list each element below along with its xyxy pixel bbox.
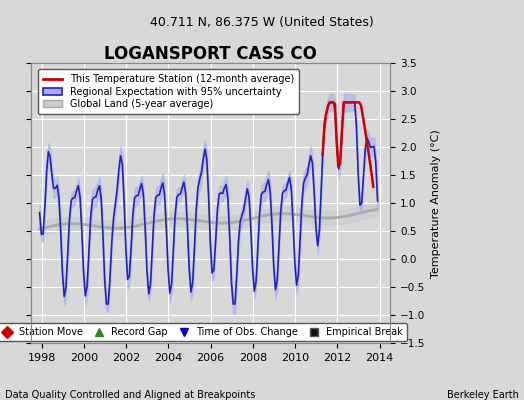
Text: 40.711 N, 86.375 W (United States): 40.711 N, 86.375 W (United States) <box>150 16 374 29</box>
Text: Berkeley Earth: Berkeley Earth <box>447 390 519 400</box>
Y-axis label: Temperature Anomaly (°C): Temperature Anomaly (°C) <box>431 129 441 278</box>
Text: Data Quality Controlled and Aligned at Breakpoints: Data Quality Controlled and Aligned at B… <box>5 390 256 400</box>
Title: LOGANSPORT CASS CO: LOGANSPORT CASS CO <box>104 45 317 63</box>
Legend: Station Move, Record Gap, Time of Obs. Change, Empirical Break: Station Move, Record Gap, Time of Obs. C… <box>0 324 407 341</box>
